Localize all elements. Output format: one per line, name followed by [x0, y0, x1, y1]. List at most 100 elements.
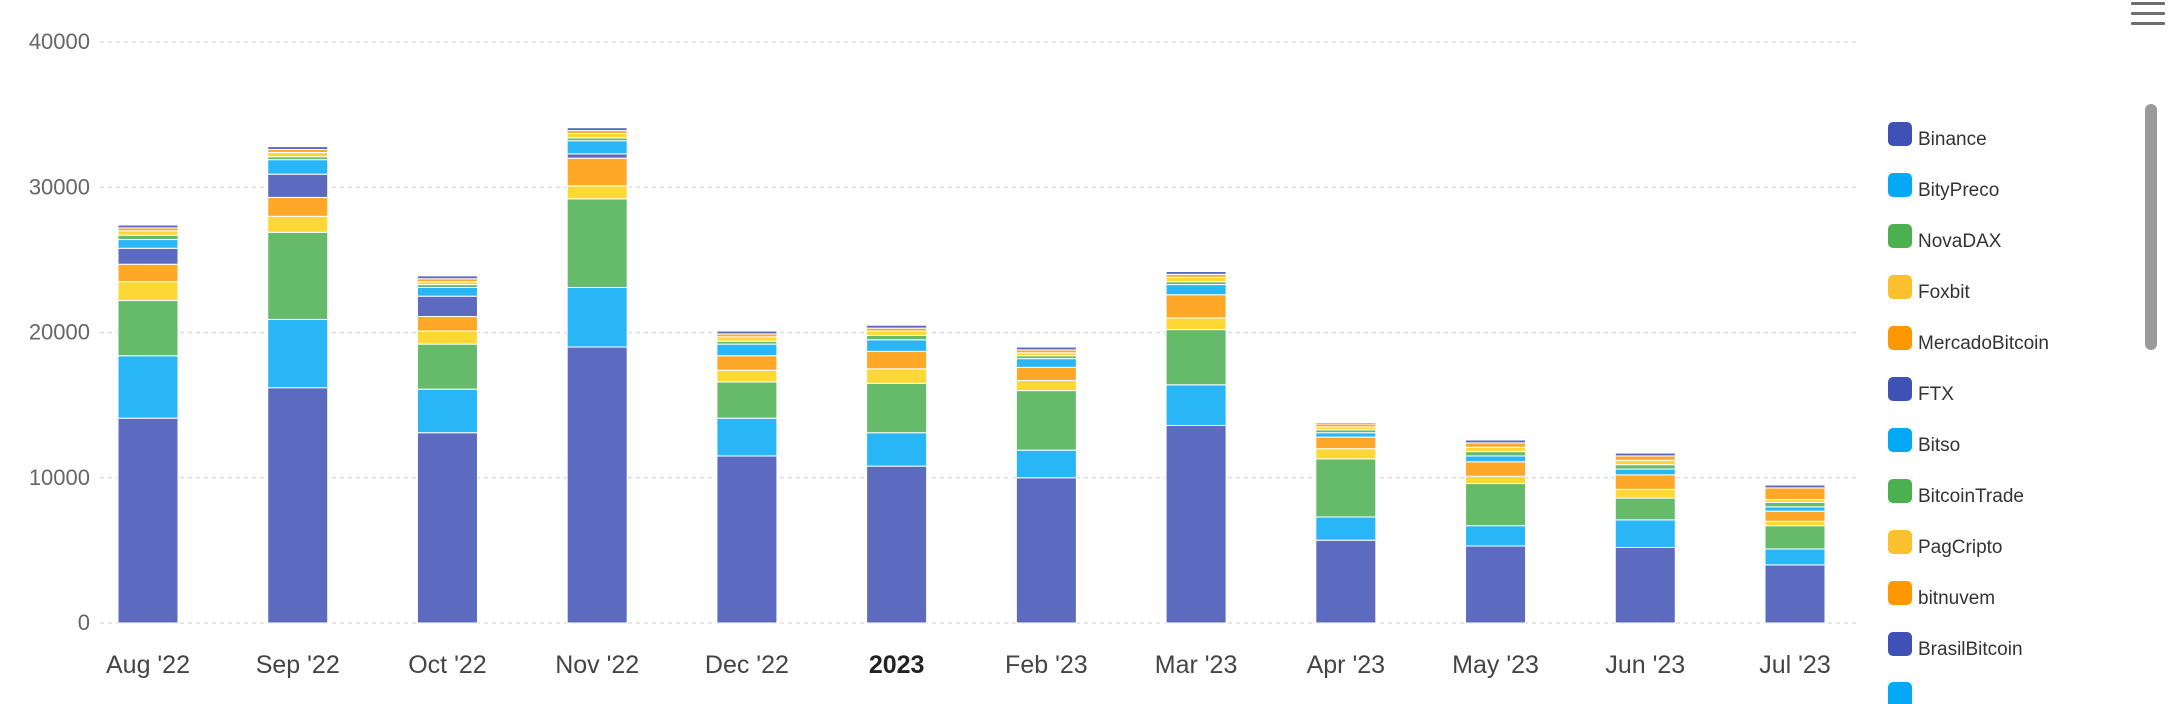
bar-segment[interactable] [866, 432, 928, 467]
bar-segment[interactable] [1614, 459, 1676, 466]
bar-segment[interactable] [566, 127, 628, 132]
bar-segment[interactable] [1315, 436, 1377, 450]
bar-segment[interactable] [1165, 317, 1227, 331]
bar-segment[interactable] [117, 263, 179, 283]
bar-segment[interactable] [1015, 358, 1077, 368]
bar-segment[interactable] [416, 388, 478, 434]
bar-segment[interactable] [1764, 564, 1826, 624]
bar-segment[interactable] [416, 330, 478, 345]
bar-segment[interactable] [1165, 329, 1227, 386]
legend-item[interactable]: Bitso [1888, 428, 1960, 456]
bar-segment[interactable] [117, 300, 179, 357]
bar-segment[interactable] [1465, 455, 1527, 463]
bar-segment[interactable] [866, 330, 928, 336]
bar-segment[interactable] [117, 355, 179, 419]
bar-segment[interactable] [1015, 390, 1077, 451]
bar-segment[interactable] [1015, 449, 1077, 479]
bar-segment[interactable] [1015, 379, 1077, 392]
bar-segment[interactable] [1614, 468, 1676, 476]
bar-segment[interactable] [1614, 452, 1676, 457]
bar-segment[interactable] [1315, 448, 1377, 460]
bar-segment[interactable] [716, 381, 778, 419]
bar-segment[interactable] [866, 324, 928, 329]
bar-segment[interactable] [1465, 483, 1527, 527]
bar-segment[interactable] [1614, 546, 1676, 624]
bar-segment[interactable] [416, 432, 478, 624]
legend-item[interactable]: Foxbit [1888, 275, 1970, 303]
bar-segment[interactable] [416, 295, 478, 318]
bar-segment[interactable] [416, 286, 478, 297]
bar-segment[interactable] [1465, 525, 1527, 547]
bar-segment[interactable] [1015, 477, 1077, 624]
bar-segment[interactable] [1614, 519, 1676, 548]
bar-segment[interactable] [117, 234, 179, 241]
bar-segment[interactable] [267, 159, 329, 175]
bar-segment[interactable] [267, 146, 329, 150]
bar-segment[interactable] [866, 350, 928, 370]
bar-segment[interactable] [1315, 539, 1377, 624]
bar-segment[interactable] [566, 185, 628, 200]
bar-segment[interactable] [1315, 458, 1377, 518]
legend-item[interactable]: FTX [1888, 377, 1954, 405]
bar-segment[interactable] [267, 196, 329, 217]
bar-segment[interactable] [416, 316, 478, 332]
bar-segment[interactable] [716, 455, 778, 624]
legend-item[interactable]: MercadoBitcoin [1888, 326, 2049, 354]
bar-segment[interactable] [1165, 276, 1227, 283]
bar-segment[interactable] [267, 387, 329, 624]
bar-segment[interactable] [1465, 446, 1527, 453]
bar-segment[interactable] [117, 230, 179, 236]
bar-segment[interactable] [866, 465, 928, 624]
bar-segment[interactable] [1614, 497, 1676, 521]
bar-segment[interactable] [267, 173, 329, 198]
bar-segment[interactable] [1465, 439, 1527, 444]
bar-segment[interactable] [267, 151, 329, 158]
bar-segment[interactable] [1614, 464, 1676, 470]
bar-segment[interactable] [716, 417, 778, 457]
bar-segment[interactable] [566, 133, 628, 139]
legend-scrollbar[interactable] [2145, 104, 2157, 350]
bar-segment[interactable] [1764, 520, 1826, 527]
bar-segment[interactable] [1614, 474, 1676, 490]
legend-item[interactable]: Binance [1888, 122, 1987, 150]
bar-segment[interactable] [716, 343, 778, 357]
bar-segment[interactable] [267, 318, 329, 389]
legend-item[interactable]: bitnuvem [1888, 581, 1995, 609]
bar-segment[interactable] [866, 382, 928, 434]
bar-segment[interactable] [1764, 510, 1826, 522]
bar-segment[interactable] [1764, 501, 1826, 508]
bar-segment[interactable] [267, 215, 329, 233]
legend-item[interactable]: BityPreco [1888, 173, 1999, 201]
bar-segment[interactable] [566, 157, 628, 187]
bar-segment[interactable] [716, 355, 778, 371]
bar-segment[interactable] [117, 281, 179, 302]
legend-item[interactable]: BrasilBitcoin [1888, 632, 2023, 660]
bar-segment[interactable] [1465, 461, 1527, 477]
bar-segment[interactable] [1315, 422, 1377, 425]
bar-segment[interactable] [1764, 506, 1826, 512]
bar-segment[interactable] [566, 286, 628, 348]
bar-segment[interactable] [1465, 442, 1527, 448]
bar-segment[interactable] [1315, 516, 1377, 541]
bar-segment[interactable] [1015, 366, 1077, 381]
bar-segment[interactable] [416, 275, 478, 280]
bar-segment[interactable] [866, 339, 928, 352]
bar-segment[interactable] [1165, 294, 1227, 319]
bar-segment[interactable] [1465, 545, 1527, 624]
bar-segment[interactable] [1764, 525, 1826, 550]
bar-segment[interactable] [416, 343, 478, 390]
bar-segment[interactable] [866, 368, 928, 384]
bar-segment[interactable] [1015, 346, 1077, 351]
bar-segment[interactable] [1764, 548, 1826, 566]
bar-segment[interactable] [117, 239, 179, 249]
bar-segment[interactable] [1614, 488, 1676, 499]
legend-item[interactable]: PagCripto [1888, 530, 2003, 558]
bar-segment[interactable] [566, 346, 628, 624]
bar-segment[interactable] [566, 140, 628, 155]
hamburger-menu-icon[interactable] [2131, 0, 2165, 28]
bar-segment[interactable] [1764, 487, 1826, 501]
bar-segment[interactable] [117, 247, 179, 265]
bar-segment[interactable] [716, 330, 778, 335]
bar-segment[interactable] [117, 417, 179, 624]
bar-segment[interactable] [716, 336, 778, 342]
